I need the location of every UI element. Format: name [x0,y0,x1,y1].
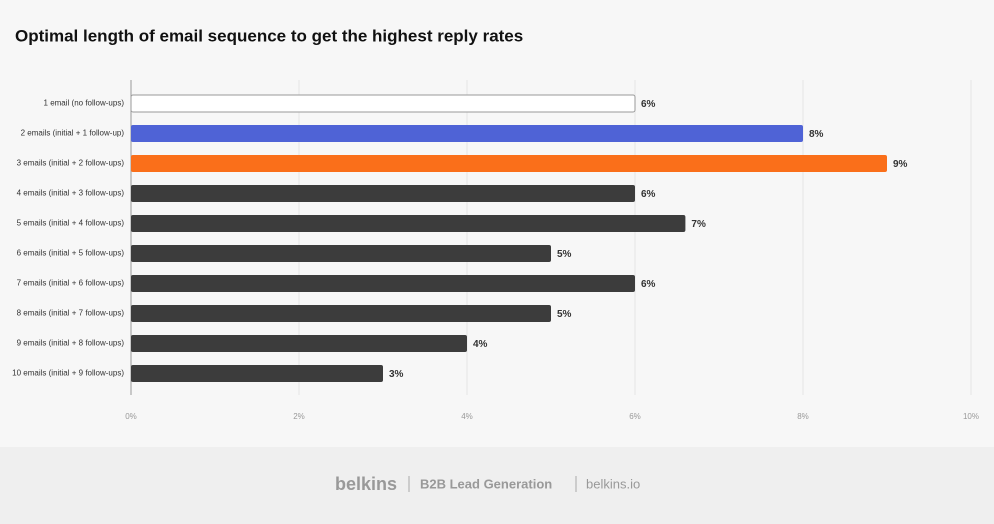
y-tick-label: 9 emails (initial + 8 follow-ups) [17,339,125,348]
value-label: 7% [691,219,706,230]
bar [130,94,636,113]
y-tick-label: 8 emails (initial + 7 follow-ups) [17,309,125,318]
bar [131,215,686,232]
value-label: 5% [557,249,572,260]
footer-background [0,447,994,524]
y-tick-label: 7 emails (initial + 6 follow-ups) [17,279,125,288]
x-tick-label: 0% [125,412,137,421]
bar [131,365,383,382]
footer-tagline: B2B Lead Generation [420,476,552,491]
bar [131,335,467,352]
bar [131,125,803,142]
value-label: 8% [809,129,824,140]
y-tick-label: 3 emails (initial + 2 follow-ups) [17,159,125,168]
value-label: 6% [641,99,656,110]
y-tick-label: 10 emails (initial + 9 follow-ups) [12,369,124,378]
x-tick-label: 10% [963,412,979,421]
footer-brand: belkins [335,474,397,494]
footer-site: belkins.io [586,476,640,491]
x-tick-label: 2% [293,412,305,421]
y-tick-label: 4 emails (initial + 3 follow-ups) [17,189,125,198]
value-label: 9% [893,159,908,170]
bar [131,245,551,262]
y-tick-label: 1 email (no follow-ups) [44,99,125,108]
value-label: 3% [389,369,404,380]
bar [131,305,551,322]
y-tick-label: 5 emails (initial + 4 follow-ups) [17,219,125,228]
bar [131,275,635,292]
value-label: 5% [557,309,572,320]
y-tick-label: 6 emails (initial + 5 follow-ups) [17,249,125,258]
value-label: 4% [473,339,488,350]
value-label: 6% [641,189,656,200]
value-label: 6% [641,279,656,290]
bar [131,155,887,172]
x-tick-label: 6% [629,412,641,421]
x-tick-label: 8% [797,412,809,421]
chart-title: Optimal length of email sequence to get … [15,26,523,45]
y-tick-label: 2 emails (initial + 1 follow-up) [21,129,125,138]
x-tick-label: 4% [461,412,473,421]
bar [131,185,635,202]
